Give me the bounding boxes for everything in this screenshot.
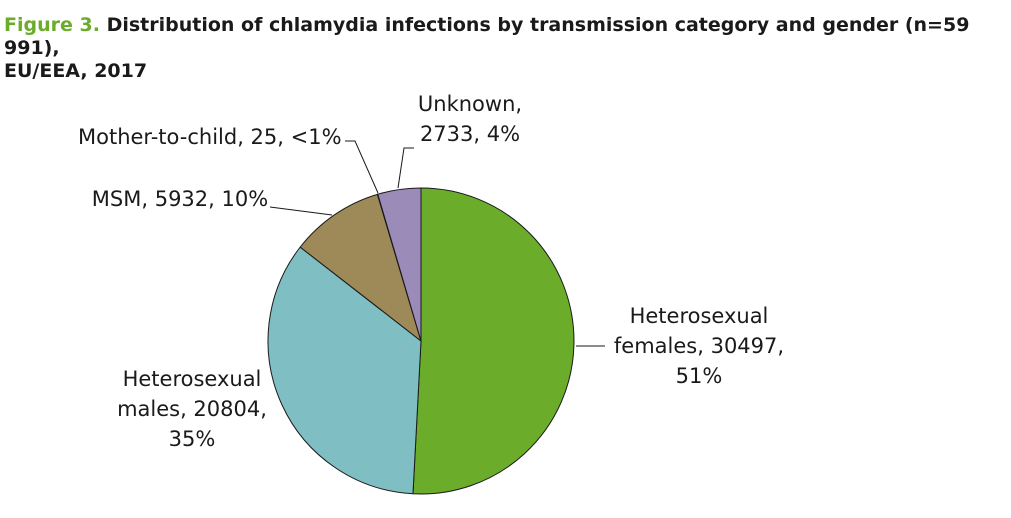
slice-label-4: Unknown, 2733, 4%: [418, 92, 522, 146]
slice-label-line: females, 30497,: [614, 334, 784, 358]
title-text-line2: EU/EEA, 2017: [4, 60, 148, 82]
pie-slice-0: [412, 187, 575, 495]
figure-number: Figure 3.: [4, 14, 100, 36]
slice-label-2: MSM, 5932, 10%: [92, 187, 268, 211]
title-text-line1: Distribution of chlamydia infections by …: [4, 14, 970, 59]
slice-label-line: males, 20804,: [117, 397, 267, 421]
slice-label-line: Heterosexual: [630, 304, 769, 328]
slice-label-line: Mother-to-child, 25, <1%: [78, 125, 342, 149]
slice-label-line: 51%: [676, 364, 723, 388]
slice-label-3: Mother-to-child, 25, <1%: [78, 125, 342, 149]
slice-label-0: Heterosexual females, 30497, 51%: [614, 304, 784, 388]
pie-slice-4: [377, 187, 422, 342]
slice-label-line: 35%: [169, 427, 216, 451]
slice-label-line: Unknown,: [418, 92, 522, 116]
leader-line-3: [345, 140, 379, 194]
leader-line-4: [397, 147, 414, 189]
slice-label-line: MSM, 5932, 10%: [92, 187, 268, 211]
slice-label-line: Heterosexual: [123, 367, 262, 391]
chart-title: Figure 3. Distribution of chlamydia infe…: [4, 14, 1004, 83]
leader-line-2: [269, 206, 333, 216]
slice-label-1: Heterosexual males, 20804, 35%: [117, 367, 267, 451]
slice-label-line: 2733, 4%: [420, 122, 520, 146]
pie-slice-1: [267, 246, 422, 495]
pie-slice-2: [299, 193, 422, 343]
